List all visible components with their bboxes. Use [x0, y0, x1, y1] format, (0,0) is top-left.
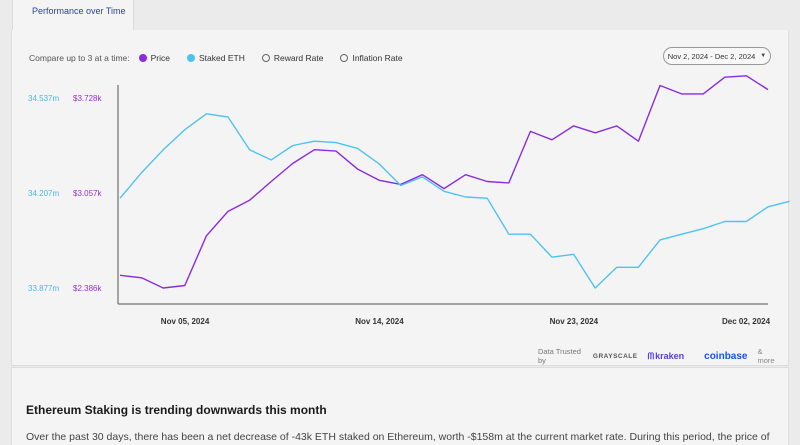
price-toggle-dot-icon	[138, 54, 147, 62]
x-tick-label: Dec 02, 2024	[722, 317, 771, 326]
x-tick-label: Nov 23, 2024	[549, 317, 599, 326]
chevron-down-icon: ▼	[760, 53, 767, 59]
toggle-price-label: Price	[150, 53, 171, 63]
x-tick-label: Nov 14, 2024	[355, 317, 404, 326]
summary-text: Over the past 30 days, there has been a …	[26, 431, 770, 443]
x-tick-label: Nov 05, 2024	[160, 317, 210, 326]
toggle-staked-label: Staked ETH	[199, 53, 245, 63]
toggle-inflation-label: Inflation Rate	[352, 53, 403, 63]
summary-section: Ethereum Staking is trending downwards t…	[11, 367, 789, 445]
summary-title: Ethereum Staking is trending downwards t…	[26, 403, 327, 417]
series-line-staked-eth	[119, 113, 790, 289]
trusted-label: Data Trusted by	[538, 347, 581, 365]
inflation-toggle-dot-icon	[340, 54, 349, 62]
price-axis-tick: $2.386k	[73, 284, 102, 293]
toggle-inflation-rate[interactable]: Inflation Rate	[340, 53, 403, 63]
data-trusted-by: Data Trusted by GRAYSCALE ᗰkraken coinba…	[538, 347, 788, 365]
price-axis-tick: $3.728k	[73, 94, 102, 103]
staked-axis-tick: 34.537m	[28, 94, 60, 103]
staked-axis-tick: 33.877m	[28, 284, 60, 293]
tab-performance-over-time[interactable]: Performance over Time	[12, 0, 134, 31]
date-range-label: Nov 2, 2024 - Dec 2, 2024	[667, 51, 756, 61]
compare-controls: Compare up to 3 at a time: Price Staked …	[29, 51, 420, 65]
compare-label: Compare up to 3 at a time:	[29, 53, 130, 63]
toggle-price[interactable]: Price	[138, 53, 171, 63]
price-axis-tick: $3.057k	[73, 189, 102, 198]
grayscale-logo: GRAYSCALE	[592, 352, 638, 360]
toggle-reward-label: Reward Rate	[273, 53, 324, 63]
reward-toggle-dot-icon	[261, 54, 270, 62]
toggle-reward-rate[interactable]: Reward Rate	[261, 53, 324, 63]
staked-toggle-dot-icon	[187, 54, 196, 62]
kraken-logo: ᗰkraken	[647, 350, 685, 361]
more-link[interactable]: & more	[757, 347, 775, 365]
staked-axis-tick: 34.207m	[28, 189, 60, 198]
tab-bar: Performance over Time	[0, 0, 800, 31]
coinbase-logo: coinbase	[704, 350, 748, 362]
series-line-price	[119, 75, 769, 289]
toggle-staked-eth[interactable]: Staked ETH	[187, 53, 245, 63]
date-range-select[interactable]: Nov 2, 2024 - Dec 2, 2024 ▼	[663, 47, 771, 65]
